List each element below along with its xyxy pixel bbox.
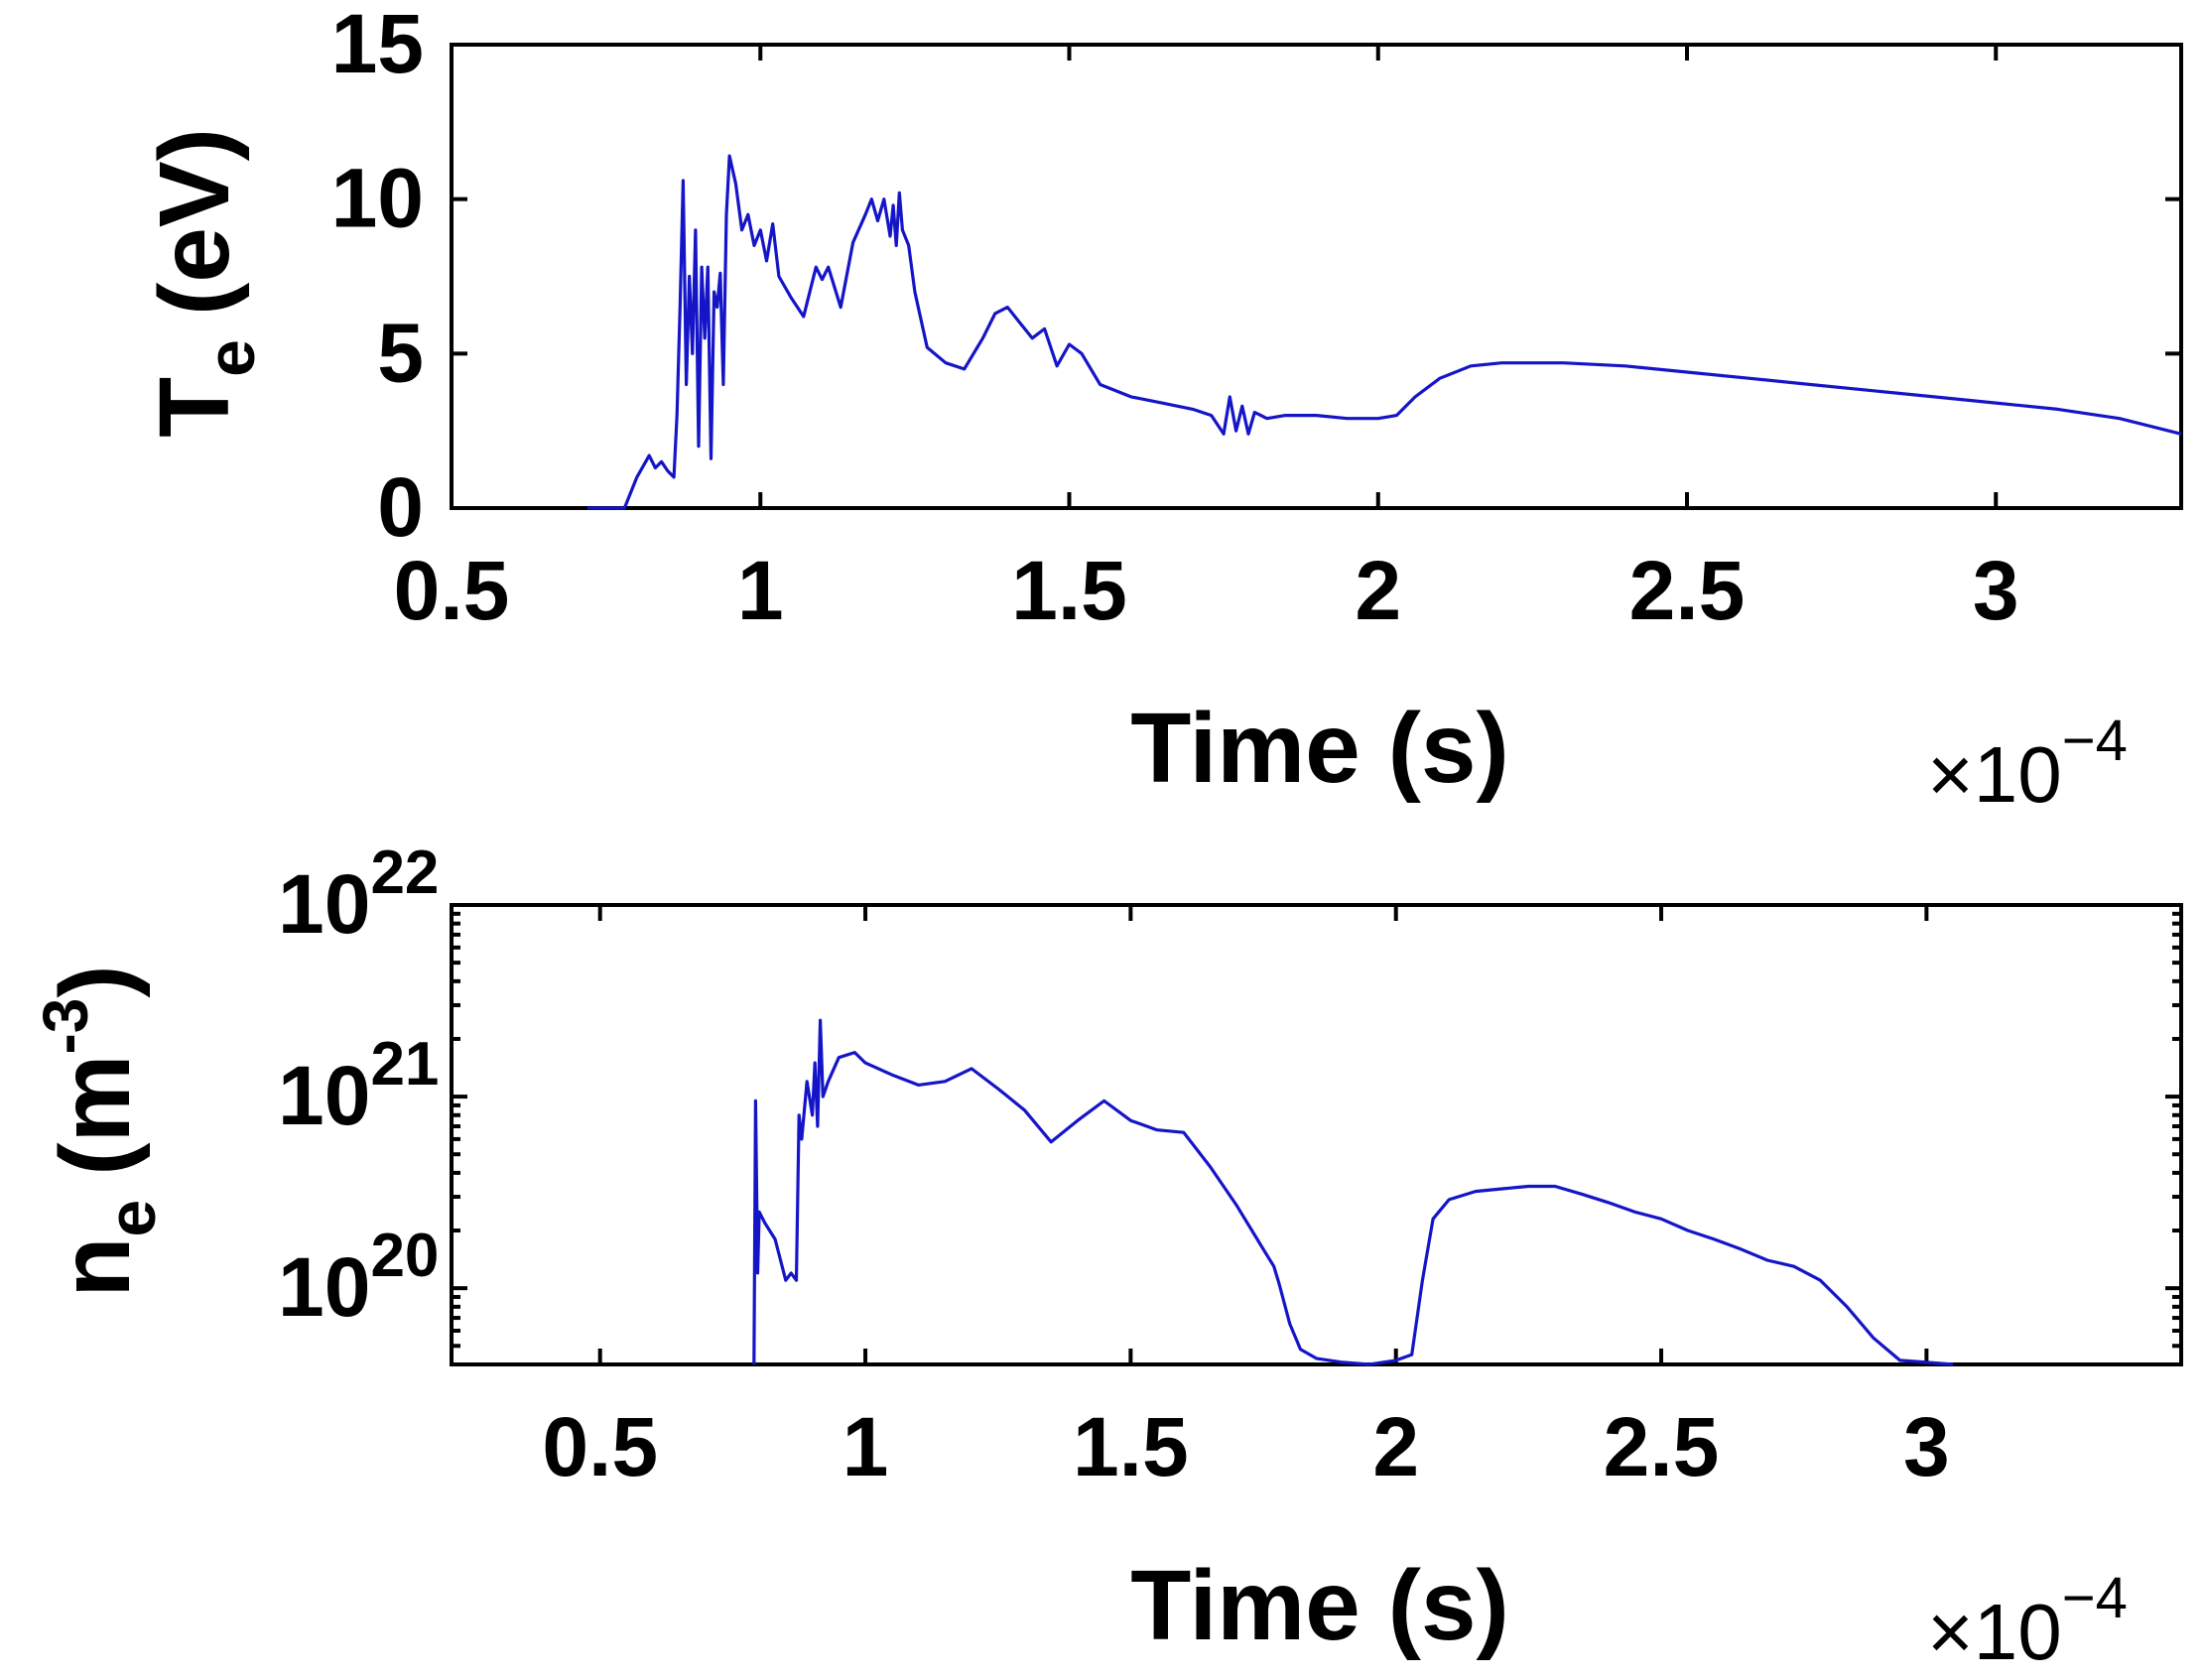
temperature-series-line — [587, 154, 2182, 510]
density-x-multiplier-exponent: −4 — [2062, 1566, 2128, 1630]
density-y-axis-unit-exponent: -3 — [30, 998, 101, 1055]
temperature-ticks — [450, 43, 2181, 510]
temperature-x-tick-label: 0.5 — [394, 544, 510, 637]
temperature-series — [587, 154, 2182, 510]
density-y-axis-symbol: n — [40, 1237, 151, 1298]
temperature-x-tick-label: 2.5 — [1629, 544, 1746, 637]
density-series — [752, 1018, 1954, 1366]
temperature-y-axis-label: Te (eV) — [139, 128, 269, 438]
temperature-x-tick-label: 3 — [1973, 544, 2019, 637]
temperature-x-tick-label: 2 — [1355, 544, 1401, 637]
density-x-tick-label: 2 — [1372, 1400, 1419, 1493]
temperature-x-multiplier: ×10−4 — [1927, 709, 2128, 819]
density-x-tick-label: 1.5 — [1073, 1400, 1189, 1493]
density-tick-labels: 0.5 1 1.5 2 2.5 3 1020 1021 1022 — [278, 839, 1950, 1493]
temperature-y-axis-unit: (eV) — [139, 128, 250, 316]
temperature-y-axis-subscript: e — [194, 339, 269, 377]
temperature-x-tick-label: 1 — [737, 544, 784, 637]
density-y-tick-label: 1021 — [278, 1030, 439, 1142]
density-x-tick-label: 3 — [1903, 1400, 1950, 1493]
density-x-tick-label: 0.5 — [542, 1400, 658, 1493]
temperature-y-tick-label: 15 — [331, 0, 424, 90]
density-ticks — [452, 903, 2181, 1364]
density-y-axis-subscript: e — [94, 1200, 170, 1237]
density-x-multiplier-base: ×10 — [1927, 1588, 2062, 1676]
temperature-y-tick-label: 10 — [331, 152, 424, 245]
temperature-tick-labels: 0.5 1 1.5 2 2.5 3 0 5 10 15 — [331, 0, 2019, 637]
density-series-line — [752, 1018, 1954, 1366]
density-y-axis-unit-close: ) — [40, 965, 151, 997]
temperature-x-axis-label: Time (s) — [1130, 693, 1509, 804]
density-plot-frame — [450, 903, 2183, 1366]
density-y-tick-label: 1022 — [278, 839, 439, 951]
temperature-x-multiplier-base: ×10 — [1927, 730, 2062, 819]
density-y-axis-unit: (m — [40, 1055, 151, 1176]
temperature-x-multiplier-exponent: −4 — [2062, 709, 2128, 773]
density-x-axis-label: Time (s) — [1130, 1550, 1509, 1661]
temperature-panel: 0.5 1 1.5 2 2.5 3 0 5 10 15 Te (eV) Time (s) ×10−4 — [139, 0, 2183, 819]
density-x-tick-label: 2.5 — [1604, 1400, 1720, 1493]
density-x-tick-label: 1 — [843, 1400, 889, 1493]
density-x-multiplier: ×10−4 — [1927, 1566, 2128, 1676]
temperature-plot-frame — [450, 43, 2183, 510]
temperature-y-tick-label: 5 — [377, 306, 424, 399]
density-panel: 0.5 1 1.5 2 2.5 3 1020 1021 1022 ne (m-3) Time (s… — [30, 839, 2183, 1676]
density-y-tick-label: 1020 — [278, 1222, 439, 1334]
density-y-axis-label: ne (m-3) — [30, 965, 170, 1297]
temperature-x-tick-label: 1.5 — [1011, 544, 1127, 637]
temperature-y-axis-symbol: T — [139, 377, 250, 438]
temperature-y-tick-label: 0 — [377, 460, 424, 554]
